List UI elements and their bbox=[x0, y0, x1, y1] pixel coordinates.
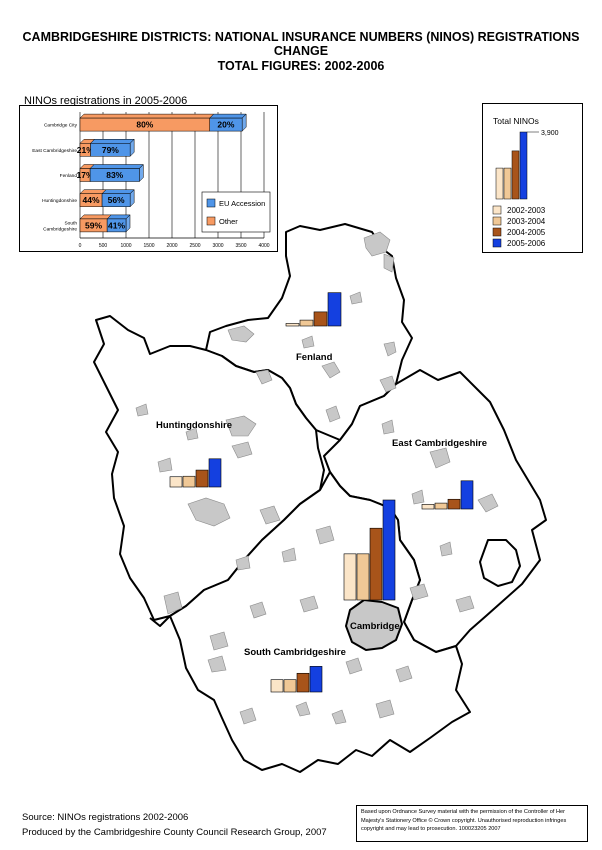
inset-legend bbox=[201, 191, 271, 233]
category-label: Fenland bbox=[60, 173, 78, 179]
district-bar bbox=[356, 553, 370, 601]
district-bar bbox=[313, 311, 328, 327]
district-bar bbox=[421, 504, 435, 510]
district-bar bbox=[447, 498, 461, 510]
category-label: Cambridge City bbox=[44, 123, 78, 129]
district-bar bbox=[327, 292, 342, 327]
category-label: East Cambridgeshire bbox=[32, 148, 77, 154]
district-bar bbox=[182, 475, 196, 488]
legend-label: Other bbox=[219, 217, 238, 226]
legend-bar bbox=[495, 167, 504, 200]
district-bar bbox=[285, 323, 300, 327]
district-cambridge bbox=[345, 599, 403, 651]
category-label: Cambridgeshire bbox=[43, 226, 77, 232]
bar-top bbox=[89, 139, 135, 144]
bar-top bbox=[89, 164, 144, 169]
district-bar bbox=[369, 527, 383, 601]
newmarket-area bbox=[479, 539, 521, 587]
legend-swatch bbox=[206, 216, 216, 226]
bar-top bbox=[79, 113, 215, 119]
bar-eu-accession bbox=[89, 168, 140, 182]
x-tick-label: 500 bbox=[99, 243, 108, 249]
bar-top bbox=[101, 189, 135, 194]
x-tick-label: 2500 bbox=[189, 243, 200, 249]
bar-data-label: 41% bbox=[108, 220, 125, 230]
district-bar bbox=[299, 319, 314, 327]
legend-swatch bbox=[492, 227, 502, 237]
district-bar bbox=[270, 679, 284, 693]
legend-label: 2005-2006 bbox=[507, 239, 546, 248]
bar-eu-accession bbox=[101, 193, 131, 207]
legend-bar bbox=[519, 131, 528, 200]
credit-note: Produced by the Cambridgeshire County Co… bbox=[22, 827, 327, 838]
x-tick-label: 4000 bbox=[258, 243, 269, 249]
label-south-cambridgeshire: South Cambridgeshire bbox=[244, 647, 346, 658]
category-label: South bbox=[64, 220, 77, 226]
legend-label: 2003-2004 bbox=[507, 217, 546, 226]
district-bar bbox=[434, 502, 448, 510]
district-bar bbox=[208, 458, 222, 488]
district-bar bbox=[460, 480, 474, 510]
inset-chart: 0 500 1000 1500 2000 2500 3000 3500 4000 Cambridg… bbox=[19, 105, 278, 252]
bar-data-label: 83% bbox=[106, 170, 123, 180]
label-east-cambridgeshire: East Cambridgeshire bbox=[392, 438, 487, 449]
x-tick-label: 2000 bbox=[166, 243, 177, 249]
page-subtitle: TOTAL FIGURES: 2002-2006 bbox=[217, 59, 385, 73]
label-huntingdonshire: Huntingdonshire bbox=[156, 420, 232, 431]
district-bar bbox=[195, 469, 209, 488]
page-title: CAMBRIDGESHIRE DISTRICTS: NATIONAL INSUR… bbox=[22, 30, 580, 58]
legend-title: Total NINOs bbox=[493, 116, 539, 126]
legend-label: 2004-2005 bbox=[507, 228, 546, 237]
bar-eu-accession bbox=[209, 117, 243, 132]
bar-data-label: 44% bbox=[83, 195, 100, 205]
max-value-label: 3,900 bbox=[541, 130, 559, 137]
bar-data-label: 20% bbox=[217, 120, 234, 130]
settlement-areas bbox=[135, 231, 499, 725]
bar-top bbox=[209, 113, 247, 119]
category-label: Huntingdonshire bbox=[42, 198, 77, 204]
inset-chart-title: NINOs registrations in 2005-2006 bbox=[24, 95, 188, 107]
bar-eu-accession bbox=[106, 218, 127, 233]
legend-bar bbox=[503, 167, 512, 200]
district-bar bbox=[343, 553, 357, 601]
district-bar bbox=[382, 499, 396, 601]
district-bar bbox=[309, 666, 323, 693]
legend-swatch bbox=[206, 198, 216, 208]
x-tick-label: 3500 bbox=[235, 243, 246, 249]
label-fenland: Fenland bbox=[296, 352, 333, 363]
x-tick-label: 1000 bbox=[120, 243, 131, 249]
district-bar bbox=[296, 672, 310, 693]
x-tick-label: 3000 bbox=[212, 243, 223, 249]
copyright-notice: Based upon Ordnance Survey material with… bbox=[356, 805, 588, 842]
legend-bar bbox=[511, 150, 520, 200]
bar-top bbox=[79, 214, 112, 220]
legend-swatch bbox=[492, 216, 502, 226]
label-cambridge: Cambridge bbox=[350, 621, 400, 632]
bar-data-label: 21% bbox=[77, 145, 94, 155]
legend-swatch bbox=[492, 205, 502, 215]
district-bar bbox=[283, 679, 297, 693]
bar-data-label: 80% bbox=[136, 120, 153, 130]
bar-data-label: 17% bbox=[77, 170, 94, 180]
district-bar-charts bbox=[169, 292, 474, 693]
x-tick-label: 1500 bbox=[143, 243, 154, 249]
legend-label: 2002-2003 bbox=[507, 206, 546, 215]
map-legend: Total NINOs 3,900 2002-2003 2003-2004 2004-2… bbox=[482, 103, 583, 253]
x-tick-label: 0 bbox=[79, 243, 82, 249]
source-note: Source: NINOs registrations 2002-2006 bbox=[22, 812, 189, 823]
bar-data-label: 59% bbox=[85, 220, 102, 230]
bar-eu-accession bbox=[90, 143, 131, 157]
bar-data-label: 56% bbox=[108, 195, 125, 205]
bar-top bbox=[79, 189, 107, 194]
district-bar bbox=[169, 476, 183, 488]
bar-data-label: 79% bbox=[102, 145, 119, 155]
legend-swatch bbox=[492, 238, 502, 248]
legend-label: EU Accession bbox=[219, 199, 265, 208]
